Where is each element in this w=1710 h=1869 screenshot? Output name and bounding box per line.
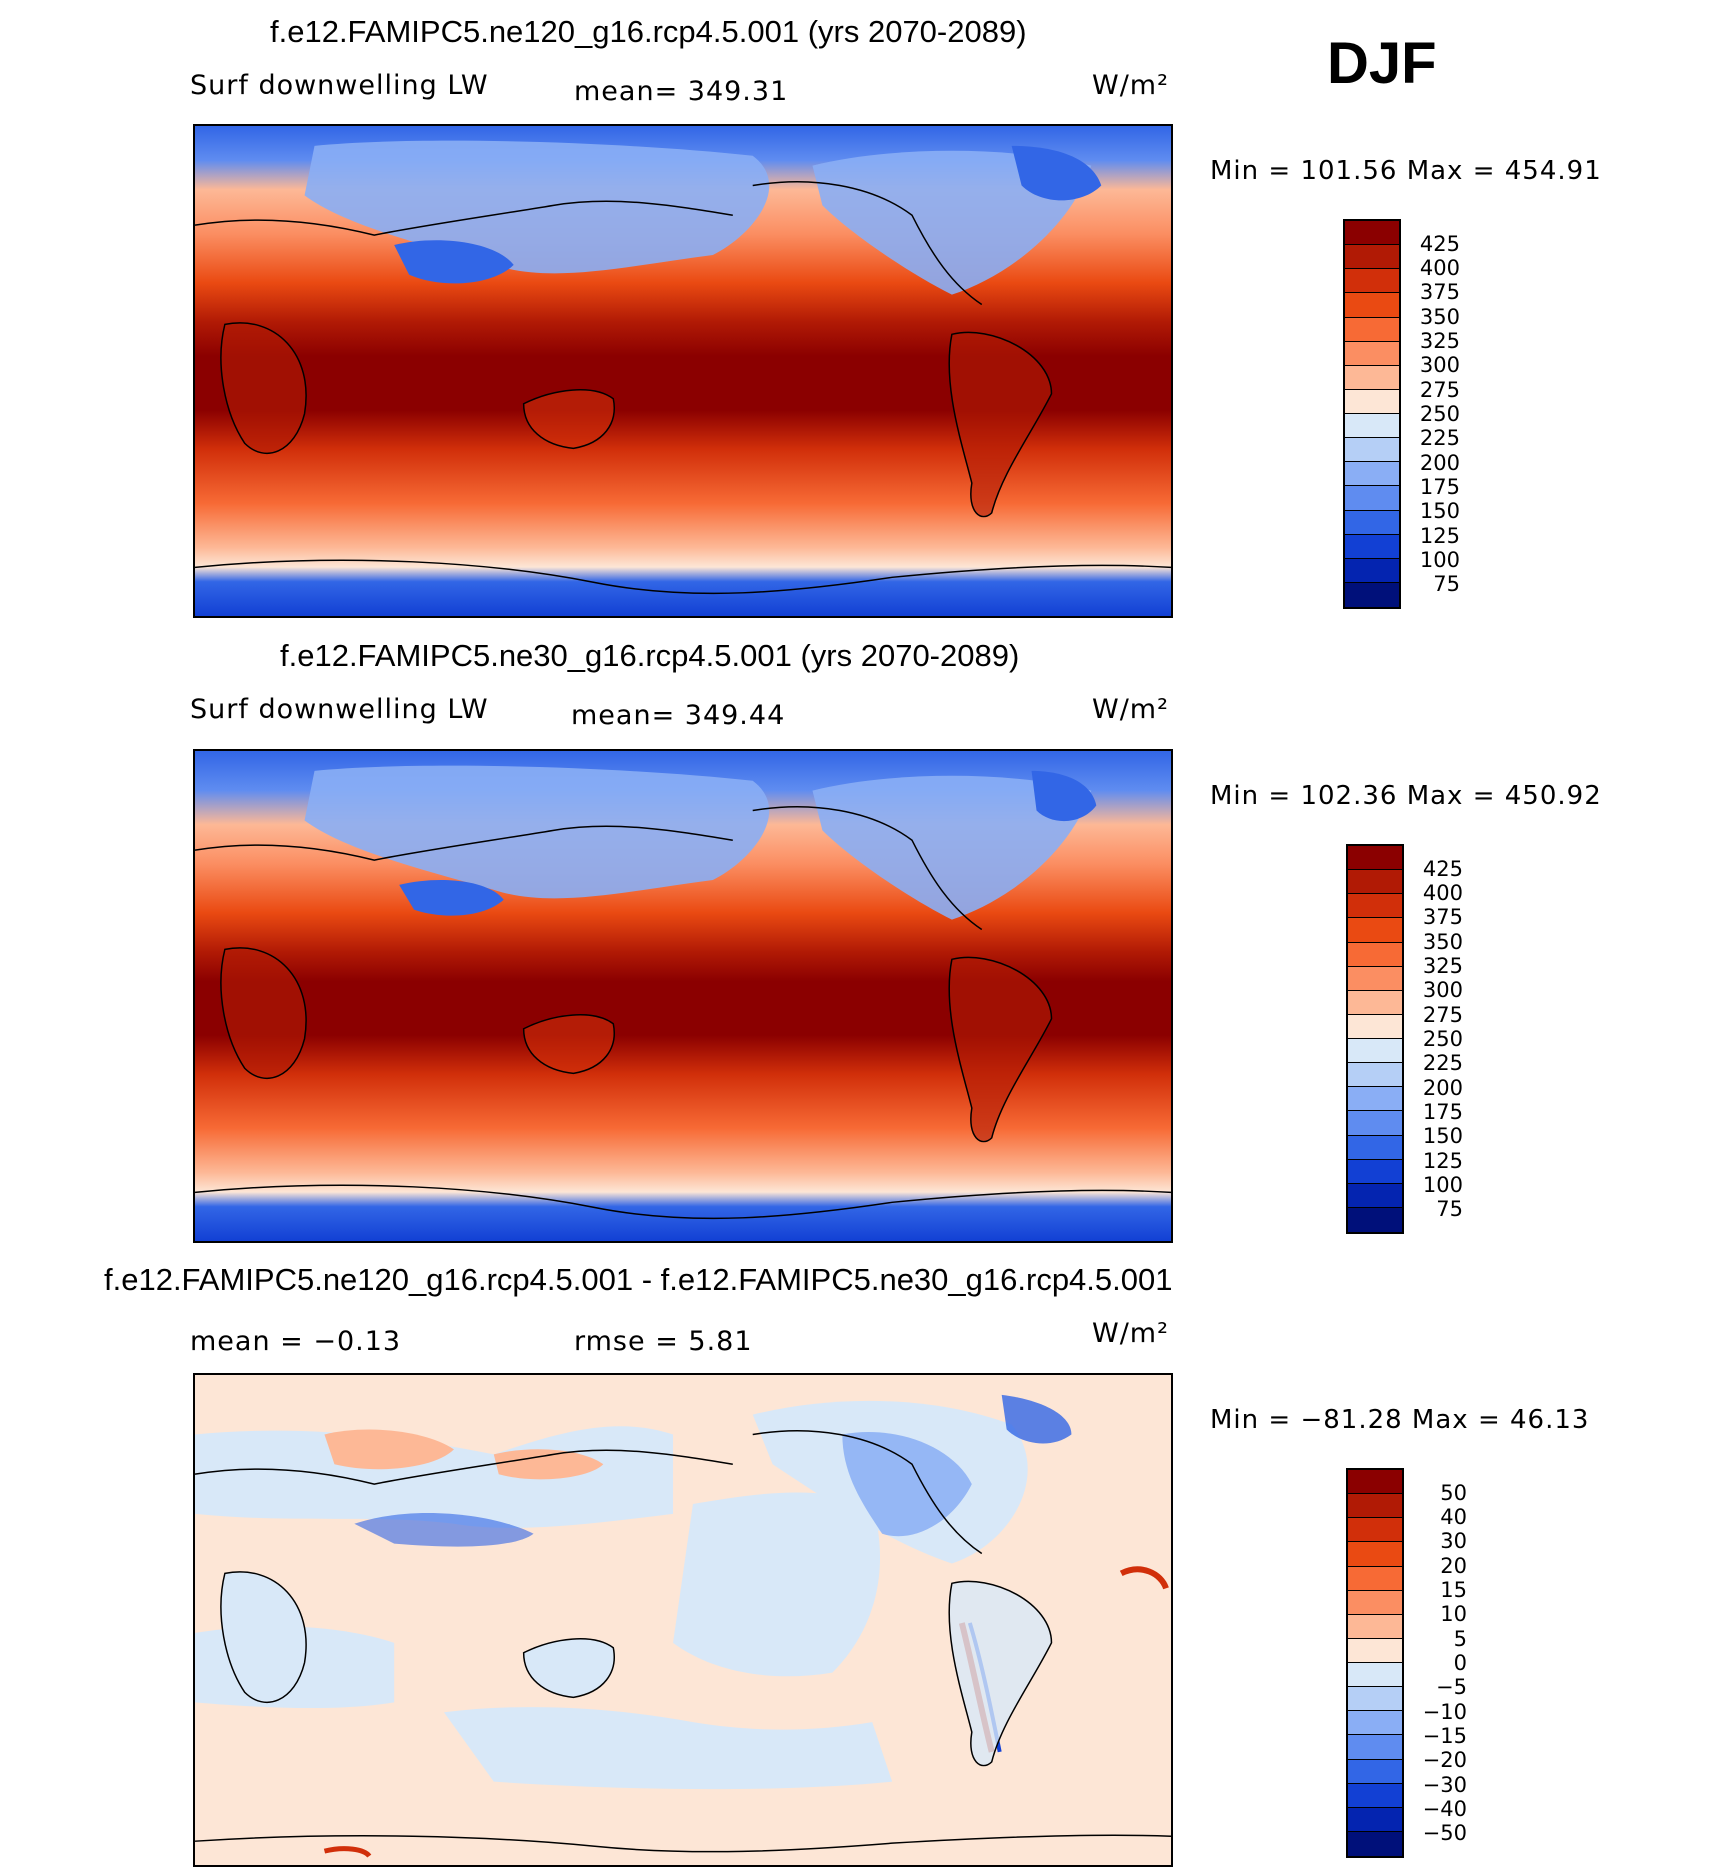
colorbar-tick-label: 175 <box>1419 475 1460 499</box>
colorbar-tick-label: 125 <box>1419 524 1460 548</box>
colorbar-tick-label: 375 <box>1419 280 1460 304</box>
colorbar-tick-label: 375 <box>1422 905 1463 929</box>
colorbar-tick-label: 425 <box>1419 232 1460 256</box>
panel-3-colorbar-labels: 50 40 30 20 15 10 5 0 −5 −10 −15 −20 −30… <box>1411 0 1467 1869</box>
panel-1-title: f.e12.FAMIPC5.ne120_g16.rcp4.5.001 (yrs … <box>270 14 1027 49</box>
colorbar-tick-label: 175 <box>1422 1100 1463 1124</box>
colorbar-tick-label: 75 <box>1433 572 1460 596</box>
colorbar-tick-label: −5 <box>1436 1675 1467 1699</box>
colorbar-tick-label: 350 <box>1419 305 1460 329</box>
colorbar-tick-label: 225 <box>1419 426 1460 450</box>
panel-3-title: f.e12.FAMIPC5.ne120_g16.rcp4.5.001 - f.e… <box>104 1262 1173 1297</box>
colorbar-tick-label: −10 <box>1422 1700 1467 1724</box>
panel-2-minmax: Min = 102.36 Max = 450.92 <box>1210 781 1602 811</box>
panel-1-variable: Surf downwelling LW <box>190 70 489 101</box>
colorbar-tick-label: 325 <box>1422 954 1463 978</box>
panel-3-colorbar <box>1346 1468 1404 1858</box>
colorbar-tick-label: −50 <box>1422 1821 1467 1845</box>
colorbar-tick-label: 0 <box>1453 1651 1467 1675</box>
colorbar-tick-label: 10 <box>1440 1602 1467 1626</box>
panel-1-map <box>193 124 1173 618</box>
panel-2-mean: mean= 349.44 <box>571 700 786 731</box>
panel-2-map <box>193 749 1173 1243</box>
colorbar-tick-label: 40 <box>1440 1505 1467 1529</box>
colorbar-tick-label: 150 <box>1419 499 1460 523</box>
colorbar-tick-label: 50 <box>1440 1481 1467 1505</box>
panel-1-colorbar-labels: 425 400 375 350 325 300 275 250 225 200 … <box>1408 0 1460 620</box>
colorbar-tick-label: 20 <box>1440 1554 1467 1578</box>
colorbar-tick-label: 275 <box>1419 378 1460 402</box>
colorbar-tick-label: 125 <box>1422 1149 1463 1173</box>
colorbar-tick-label: 150 <box>1422 1124 1463 1148</box>
panel-3-map <box>193 1373 1173 1867</box>
colorbar-tick-label: 350 <box>1422 930 1463 954</box>
colorbar-tick-label: 75 <box>1436 1197 1463 1221</box>
colorbar-tick-label: −30 <box>1422 1773 1467 1797</box>
panel-3-rmse: rmse = 5.81 <box>574 1326 753 1357</box>
colorbar-tick-label: 200 <box>1419 451 1460 475</box>
panel-2-title: f.e12.FAMIPC5.ne30_g16.rcp4.5.001 (yrs 2… <box>280 638 1020 673</box>
colorbar-tick-label: 400 <box>1422 881 1463 905</box>
colorbar-tick-label: −15 <box>1422 1724 1467 1748</box>
colorbar-tick-label: 300 <box>1419 353 1460 377</box>
colorbar-tick-label: −40 <box>1422 1797 1467 1821</box>
panel-1-mean: mean= 349.31 <box>574 76 789 107</box>
panel-2-colorbar <box>1346 844 1404 1234</box>
colorbar-tick-label: 225 <box>1422 1051 1463 1075</box>
season-label: DJF <box>1327 31 1437 96</box>
colorbar-tick-label: 250 <box>1422 1027 1463 1051</box>
colorbar-tick-label: −20 <box>1422 1748 1467 1772</box>
panel-2-variable: Surf downwelling LW <box>190 694 489 725</box>
panel-1-colorbar <box>1343 219 1401 609</box>
panel-2-units: W/m² <box>1092 694 1169 725</box>
colorbar-tick-label: 275 <box>1422 1003 1463 1027</box>
colorbar-tick-label: 425 <box>1422 857 1463 881</box>
panel-2-colorbar-labels: 425 400 375 350 325 300 275 250 225 200 … <box>1411 0 1463 1245</box>
colorbar-tick-label: 400 <box>1419 256 1460 280</box>
colorbar-tick-label: 15 <box>1440 1578 1467 1602</box>
colorbar-tick-label: 300 <box>1422 978 1463 1002</box>
colorbar-tick-label: 30 <box>1440 1529 1467 1553</box>
colorbar-tick-label: 200 <box>1422 1076 1463 1100</box>
panel-1-units: W/m² <box>1092 70 1169 101</box>
panel-3-minmax: Min = −81.28 Max = 46.13 <box>1210 1405 1590 1435</box>
panel-1-minmax: Min = 101.56 Max = 454.91 <box>1210 156 1602 186</box>
colorbar-tick-label: 5 <box>1453 1627 1467 1651</box>
colorbar-tick-label: 100 <box>1419 548 1460 572</box>
colorbar-tick-label: 325 <box>1419 329 1460 353</box>
panel-3-units: W/m² <box>1092 1318 1169 1349</box>
colorbar-tick-label: 250 <box>1419 402 1460 426</box>
colorbar-tick-label: 100 <box>1422 1173 1463 1197</box>
panel-3-mean: mean = −0.13 <box>190 1326 402 1357</box>
